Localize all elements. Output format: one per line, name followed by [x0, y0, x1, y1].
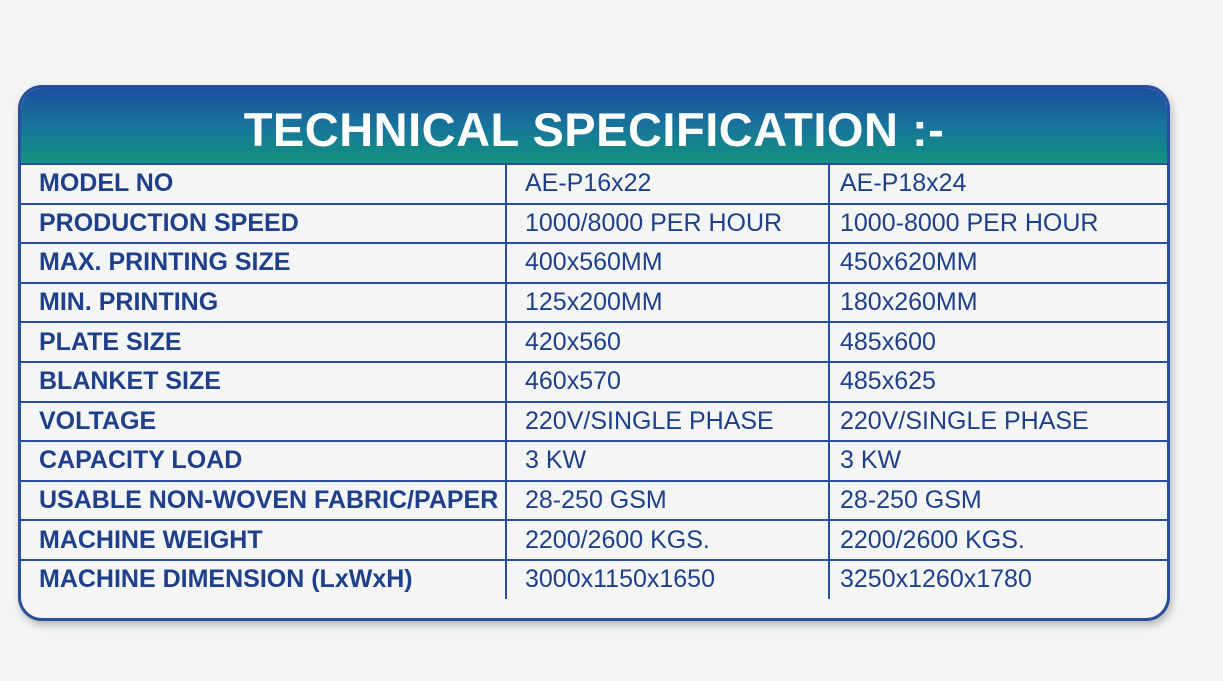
- spec-row: PLATE SIZE 420x560 485x600: [21, 321, 1167, 363]
- spec-value: 485x625: [828, 360, 1167, 403]
- spec-label: BLANKET SIZE: [21, 360, 507, 403]
- spec-value: 1000/8000 PER HOUR: [505, 202, 830, 245]
- spec-row: MIN. PRINTING 125x200MM 180x260MM: [21, 281, 1167, 324]
- spec-value: 125x200MM: [505, 281, 830, 324]
- spec-value: 220V/SINGLE PHASE: [505, 400, 830, 443]
- spec-row: BLANKET SIZE 460x570 485x625: [21, 360, 1167, 403]
- spec-label: MACHINE WEIGHT: [21, 519, 507, 561]
- spec-row: MACHINE WEIGHT 2200/2600 KGS. 2200/2600 KG…: [21, 519, 1167, 561]
- spec-row: MODEL NO AE-P16x22 AE-P18x24: [21, 165, 1167, 205]
- spec-row: MACHINE DIMENSION (LxWxH) 3000x1150x1650 3…: [21, 558, 1167, 599]
- spec-value: 28-250 GSM: [505, 479, 830, 522]
- spec-label: PRODUCTION SPEED: [21, 202, 507, 245]
- spec-row: MAX. PRINTING SIZE 400x560MM 450x620MM: [21, 242, 1167, 284]
- spec-value: 28-250 GSM: [828, 479, 1167, 522]
- spec-value: 450x620MM: [828, 242, 1167, 284]
- spec-value: 485x600: [828, 321, 1167, 363]
- spec-value: 3 KW: [828, 440, 1167, 482]
- spec-value: 2200/2600 KGS.: [505, 519, 830, 561]
- spec-value: 3 KW: [505, 440, 830, 482]
- title: TECHNICAL SPECIFICATION :-: [21, 88, 1167, 165]
- spec-label: PLATE SIZE: [21, 321, 507, 363]
- spec-row: USABLE NON-WOVEN FABRIC/PAPER 28-250 GSM 2…: [21, 479, 1167, 522]
- spec-table: MODEL NO AE-P16x22 AE-P18x24 PRODUCTION SPE…: [21, 165, 1167, 599]
- spec-value: 3000x1150x1650: [505, 558, 830, 599]
- spec-label: MACHINE DIMENSION (LxWxH): [21, 558, 507, 599]
- spec-label: CAPACITY LOAD: [21, 440, 507, 482]
- spec-row: VOLTAGE 220V/SINGLE PHASE 220V/SINGLE PHAS…: [21, 400, 1167, 443]
- table-body: MODEL NO AE-P16x22 AE-P18x24 PRODUCTION SPE…: [21, 165, 1167, 599]
- spec-value: AE-P18x24: [828, 165, 1167, 205]
- spec-card: TECHNICAL SPECIFICATION :- MODEL NO AE-P1…: [18, 85, 1170, 621]
- spec-value: 2200/2600 KGS.: [828, 519, 1167, 561]
- spec-value: 420x560: [505, 321, 830, 363]
- spec-value: 180x260MM: [828, 281, 1167, 324]
- spec-value: AE-P16x22: [505, 165, 830, 205]
- spec-value: 3250x1260x1780: [828, 558, 1167, 599]
- spec-label: MAX. PRINTING SIZE: [21, 242, 507, 284]
- spec-label: VOLTAGE: [21, 400, 507, 443]
- spec-value: 220V/SINGLE PHASE: [828, 400, 1167, 443]
- spec-row: CAPACITY LOAD 3 KW 3 KW: [21, 440, 1167, 482]
- spec-label: USABLE NON-WOVEN FABRIC/PAPER: [21, 479, 507, 522]
- spec-value: 400x560MM: [505, 242, 830, 284]
- spec-value: 460x570: [505, 360, 830, 403]
- spec-label: MIN. PRINTING: [21, 281, 507, 324]
- spec-row: PRODUCTION SPEED 1000/8000 PER HOUR 1000-8…: [21, 202, 1167, 245]
- spec-value: 1000-8000 PER HOUR: [828, 202, 1167, 245]
- spec-label: MODEL NO: [21, 165, 507, 205]
